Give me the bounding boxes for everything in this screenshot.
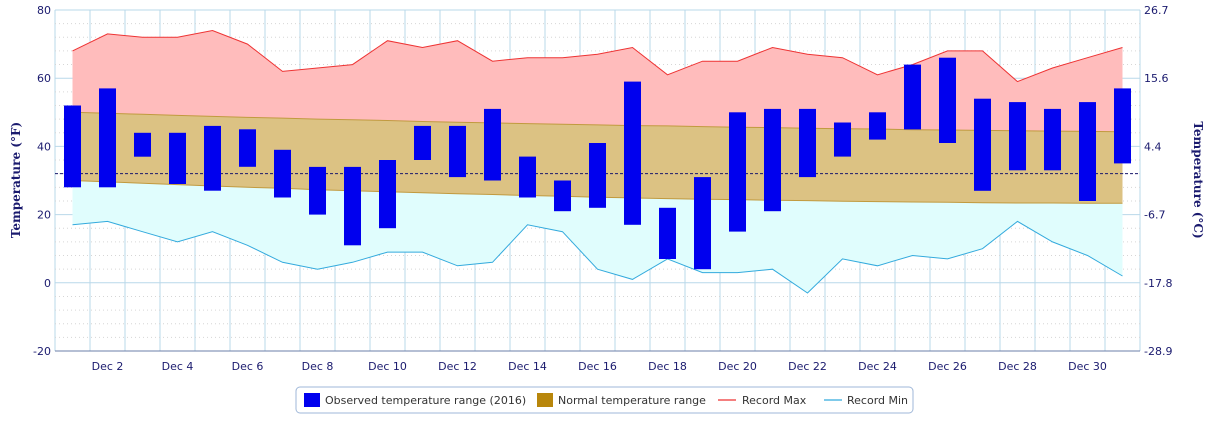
x-tick-label: Dec 6 (232, 360, 264, 373)
observed-range-bar (239, 129, 256, 167)
y-tick-label-right: -17.8 (1144, 277, 1172, 290)
observed-range-bar (659, 207, 676, 259)
x-tick-label: Dec 16 (578, 360, 617, 373)
y-tick-label-left: 60 (37, 72, 51, 85)
observed-range-bar (204, 125, 221, 191)
observed-range-bar (869, 112, 886, 140)
x-tick-label: Dec 30 (1068, 360, 1107, 373)
observed-range-bar (274, 149, 291, 198)
observed-range-bar (1114, 88, 1131, 164)
x-tick-label: Dec 20 (718, 360, 757, 373)
observed-range-bar (589, 143, 606, 208)
legend-box (295, 386, 914, 414)
y-axis-title-right: Temperature (°C) (1191, 121, 1205, 238)
x-tick-label: Dec 8 (302, 360, 334, 373)
y-tick-label-right: 4.4 (1144, 140, 1162, 153)
observed-range-bar (764, 108, 781, 212)
observed-range-bar (379, 160, 396, 229)
y-tick-label-left: 20 (37, 209, 51, 222)
observed-range-bar (169, 132, 186, 184)
x-tick-label: Dec 24 (858, 360, 897, 373)
y-tick-label-right: -28.9 (1144, 345, 1172, 358)
record-max-band (72, 30, 1123, 132)
legend-label-record-max: Record Max (742, 394, 807, 407)
observed-range-bar (99, 88, 116, 188)
x-tick-label: Dec 10 (368, 360, 407, 373)
y-tick-label-left: 0 (44, 277, 51, 290)
observed-range-bar (344, 166, 361, 246)
legend-swatch-normal (537, 393, 553, 407)
legend: Observed temperature range (2016) Normal… (295, 386, 914, 414)
legend-label-record-min: Record Min (847, 394, 908, 407)
y-tick-label-left: 80 (37, 4, 51, 17)
observed-range-bar (484, 108, 501, 181)
observed-range-bar (799, 108, 816, 178)
observed-range-bar (519, 156, 536, 198)
observed-bars-layer (64, 57, 1131, 270)
legend-item-record-min[interactable]: Record Min (824, 394, 908, 407)
observed-range-bar (449, 125, 466, 178)
y-tick-label-right: 26.7 (1144, 4, 1169, 17)
observed-range-bar (729, 112, 746, 232)
observed-range-bar (974, 98, 991, 191)
record-min-band (72, 180, 1123, 293)
observed-range-bar (694, 177, 711, 270)
x-tick-label: Dec 22 (788, 360, 827, 373)
observed-range-bar (904, 64, 921, 130)
y-tick-label-left: -20 (33, 345, 51, 358)
x-tick-label: Dec 28 (998, 360, 1037, 373)
legend-item-record-max[interactable]: Record Max (718, 394, 807, 407)
y-tick-label-right: 15.6 (1144, 72, 1169, 85)
legend-swatch-observed (304, 393, 320, 407)
x-tick-label: Dec 14 (508, 360, 547, 373)
observed-range-bar (1009, 102, 1026, 171)
axis-layer: -20 -28.9 0 -17.8 20 -6.7 40 4.4 60 15.6 80 26.7 Dec… (33, 4, 1172, 373)
y-axis-title-left: Temperature (°F) (9, 122, 23, 238)
observed-range-bar (834, 122, 851, 157)
observed-range-bar (624, 81, 641, 225)
x-tick-label: Dec 18 (648, 360, 687, 373)
observed-range-bar (414, 125, 431, 160)
record-min-line (72, 220, 1123, 294)
record-max-line (72, 29, 1123, 83)
observed-range-bar (134, 132, 151, 157)
y-tick-label-left: 40 (37, 140, 51, 153)
x-tick-label: Dec 12 (438, 360, 477, 373)
x-tick-label: Dec 2 (92, 360, 124, 373)
observed-range-bar (64, 105, 81, 188)
legend-item-observed[interactable]: Observed temperature range (2016) (304, 393, 526, 407)
x-tick-label: Dec 4 (162, 360, 194, 373)
x-tick-label: Dec 26 (928, 360, 967, 373)
legend-label-normal: Normal temperature range (558, 394, 706, 407)
observed-range-bar (554, 180, 571, 212)
record-lines-layer (72, 29, 1123, 294)
observed-range-bar (1079, 102, 1096, 201)
legend-item-normal[interactable]: Normal temperature range (537, 393, 706, 407)
observed-range-bar (1044, 108, 1061, 171)
observed-range-bar (309, 166, 326, 215)
legend-label-observed: Observed temperature range (2016) (325, 394, 526, 407)
observed-range-bar (939, 57, 956, 144)
y-tick-label-right: -6.7 (1144, 209, 1165, 222)
